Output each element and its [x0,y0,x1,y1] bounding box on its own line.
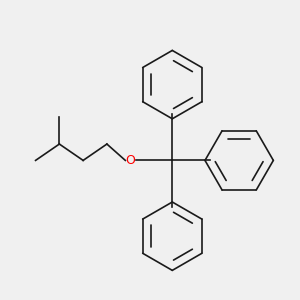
Text: O: O [126,154,136,167]
